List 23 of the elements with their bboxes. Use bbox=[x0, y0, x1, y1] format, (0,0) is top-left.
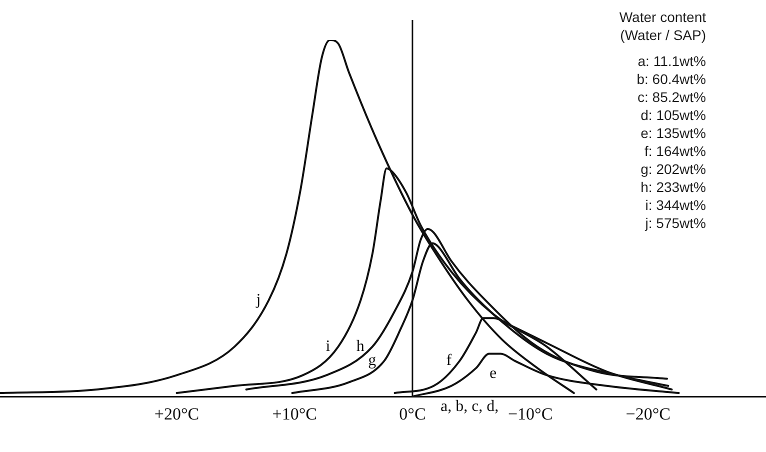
annotation: f: 164wt% bbox=[644, 142, 706, 160]
x-tick-label: 0°C bbox=[399, 404, 426, 424]
series-label: f bbox=[446, 352, 452, 370]
annotation: i: 344wt% bbox=[644, 196, 706, 214]
text: a, b, c, d, bbox=[440, 398, 499, 415]
x-tick-label: −20°C bbox=[626, 404, 671, 424]
annotation: j: 575wt% bbox=[644, 214, 706, 232]
annotation: c: 85.2wt% bbox=[636, 88, 706, 106]
annotation: g: 202wt% bbox=[640, 160, 706, 178]
series-label: j bbox=[255, 292, 261, 309]
x-tick-label: −10°C bbox=[508, 404, 553, 424]
annotation: h: 233wt% bbox=[640, 178, 706, 196]
series-label: e bbox=[490, 365, 497, 382]
x-tick-label: +20°C bbox=[154, 404, 200, 424]
annotation: b: 60.4wt% bbox=[636, 70, 706, 88]
legend-title: Water content (Water / SAP) bbox=[618, 8, 706, 44]
annotation: d: 105wt% bbox=[640, 106, 706, 124]
annotation: e: 135wt% bbox=[640, 124, 706, 142]
series-label: i bbox=[326, 338, 331, 355]
series-label: g bbox=[368, 352, 376, 370]
annotation: a: 11.1wt% bbox=[636, 52, 706, 70]
series-label: h bbox=[356, 338, 364, 355]
x-tick-label: +10°C bbox=[272, 404, 317, 424]
